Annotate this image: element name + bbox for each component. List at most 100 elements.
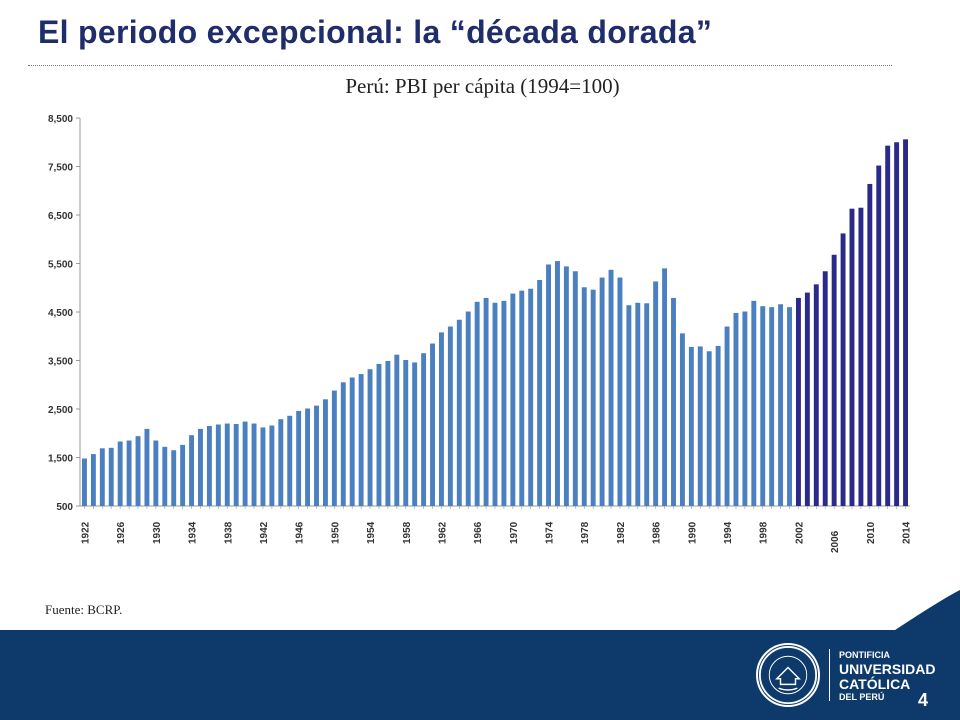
bar-1922 <box>82 458 87 506</box>
university-logo: PONTIFICIA UNIVERSIDAD CATÓLICA DEL PERÚ <box>756 643 936 709</box>
bar-1931 <box>162 446 168 506</box>
x-tick-label: 1950 <box>330 521 341 544</box>
bar-1956 <box>385 360 391 506</box>
slide-title: El periodo excepcional: la “década dorad… <box>38 14 713 50</box>
logo-line-1: PONTIFICIA <box>839 650 890 660</box>
bar-1960 <box>421 353 427 506</box>
bar-1973 <box>537 279 543 506</box>
bar-1923 <box>90 454 96 506</box>
bar-1950 <box>331 390 337 506</box>
bar-1952 <box>349 377 355 506</box>
page-number: 4 <box>917 690 928 710</box>
bar-1943 <box>269 425 275 506</box>
bar-2008 <box>849 208 855 506</box>
bar-1974 <box>546 264 551 506</box>
bar-1967 <box>483 297 489 506</box>
bar-1945 <box>287 415 293 506</box>
x-tick-label: 1982 <box>616 521 627 544</box>
bar-1968 <box>492 302 498 506</box>
bar-1966 <box>474 301 480 506</box>
bar-1944 <box>278 419 284 506</box>
x-tick-label: 2002 <box>794 521 805 544</box>
bar-1992 <box>706 351 712 506</box>
bar-2013 <box>894 142 900 506</box>
bar-1946 <box>296 410 302 506</box>
bar-1926 <box>117 441 123 506</box>
y-tick-label: 500 <box>56 502 73 513</box>
x-tick-label: 2014 <box>902 521 913 544</box>
title-divider <box>28 65 892 66</box>
bar-1990 <box>688 346 694 506</box>
x-tick-label: 1938 <box>223 521 234 544</box>
x-tick-label: 1954 <box>366 521 377 544</box>
logo-line-3: CATÓLICA <box>839 676 911 692</box>
y-tick-label: 4,500 <box>48 308 73 319</box>
bar-2006 <box>831 254 837 506</box>
bar-1964 <box>456 319 462 506</box>
y-axis: 8,500 7,500 6,500 5,500 4,500 3,500 2,500 1,500… <box>48 114 81 513</box>
x-tick-label: 1994 <box>723 521 734 544</box>
x-tick-label: 1934 <box>188 521 199 544</box>
bar-1932 <box>171 450 177 506</box>
bar-2012 <box>885 145 891 506</box>
bar-1951 <box>340 382 346 506</box>
bar-2000 <box>778 304 784 506</box>
x-tick-label: 1970 <box>509 521 520 544</box>
x-tick-label: 1978 <box>580 521 591 544</box>
bar-1933 <box>180 444 186 506</box>
bar-1924 <box>99 448 105 506</box>
bar-1980 <box>599 277 605 506</box>
bar-2014 <box>903 139 908 506</box>
bar-2001 <box>787 307 792 506</box>
y-tick-label: 3,500 <box>48 357 73 368</box>
bar-1993 <box>715 345 721 506</box>
x-tick-label: 1966 <box>473 521 484 544</box>
y-tick-label: 5,500 <box>48 260 73 271</box>
bar-1953 <box>358 374 364 506</box>
bar-1954 <box>367 369 373 506</box>
x-tick-label: 1946 <box>295 521 306 544</box>
x-tick-label: 1930 <box>152 521 163 544</box>
bar-1939 <box>233 424 239 506</box>
bar-chart: 8,500 7,500 6,500 5,500 4,500 3,500 2,500 1,500… <box>48 114 913 553</box>
y-tick-label: 8,500 <box>48 114 73 125</box>
x-tick-label: 1926 <box>116 521 127 544</box>
bar-1963 <box>447 326 453 506</box>
bar-2002 <box>795 297 801 506</box>
bar-1962 <box>439 332 444 506</box>
bar-1997 <box>751 300 757 506</box>
bar-1999 <box>769 307 775 506</box>
bar-1942 <box>260 427 266 506</box>
x-tick-label: 2006 <box>830 530 841 553</box>
bar-1961 <box>430 343 435 506</box>
bar-1995 <box>733 312 739 506</box>
x-tick-label: 1962 <box>437 521 448 544</box>
x-tick-label: 1974 <box>545 521 556 544</box>
logo-divider <box>829 649 830 701</box>
bar-1958 <box>403 360 409 506</box>
logo-line-2: UNIVERSIDAD <box>839 661 936 677</box>
bar-1979 <box>590 289 596 506</box>
bar-1970 <box>510 293 516 506</box>
logo-line-4: DEL PERÚ <box>839 692 885 702</box>
bar-1977 <box>572 271 578 506</box>
bar-1947 <box>305 408 311 506</box>
bar-2004 <box>813 284 819 506</box>
bar-1934 <box>189 435 195 506</box>
bar-1929 <box>144 428 150 506</box>
bar-1972 <box>528 288 534 506</box>
bar-1930 <box>153 440 159 506</box>
bar-1925 <box>108 447 114 506</box>
bar-1935 <box>198 428 203 506</box>
x-tick-label: 1986 <box>652 521 663 544</box>
bar-1996 <box>742 311 748 506</box>
bar-1987 <box>662 268 668 506</box>
bar-1957 <box>394 354 400 506</box>
bar-1948 <box>314 405 319 506</box>
bar-1955 <box>376 363 382 506</box>
y-tick-label: 7,500 <box>48 163 73 174</box>
university-seal-icon <box>756 643 820 707</box>
x-tick-label: 1998 <box>759 521 770 544</box>
bar-1938 <box>224 423 230 506</box>
bar-series <box>82 139 908 506</box>
